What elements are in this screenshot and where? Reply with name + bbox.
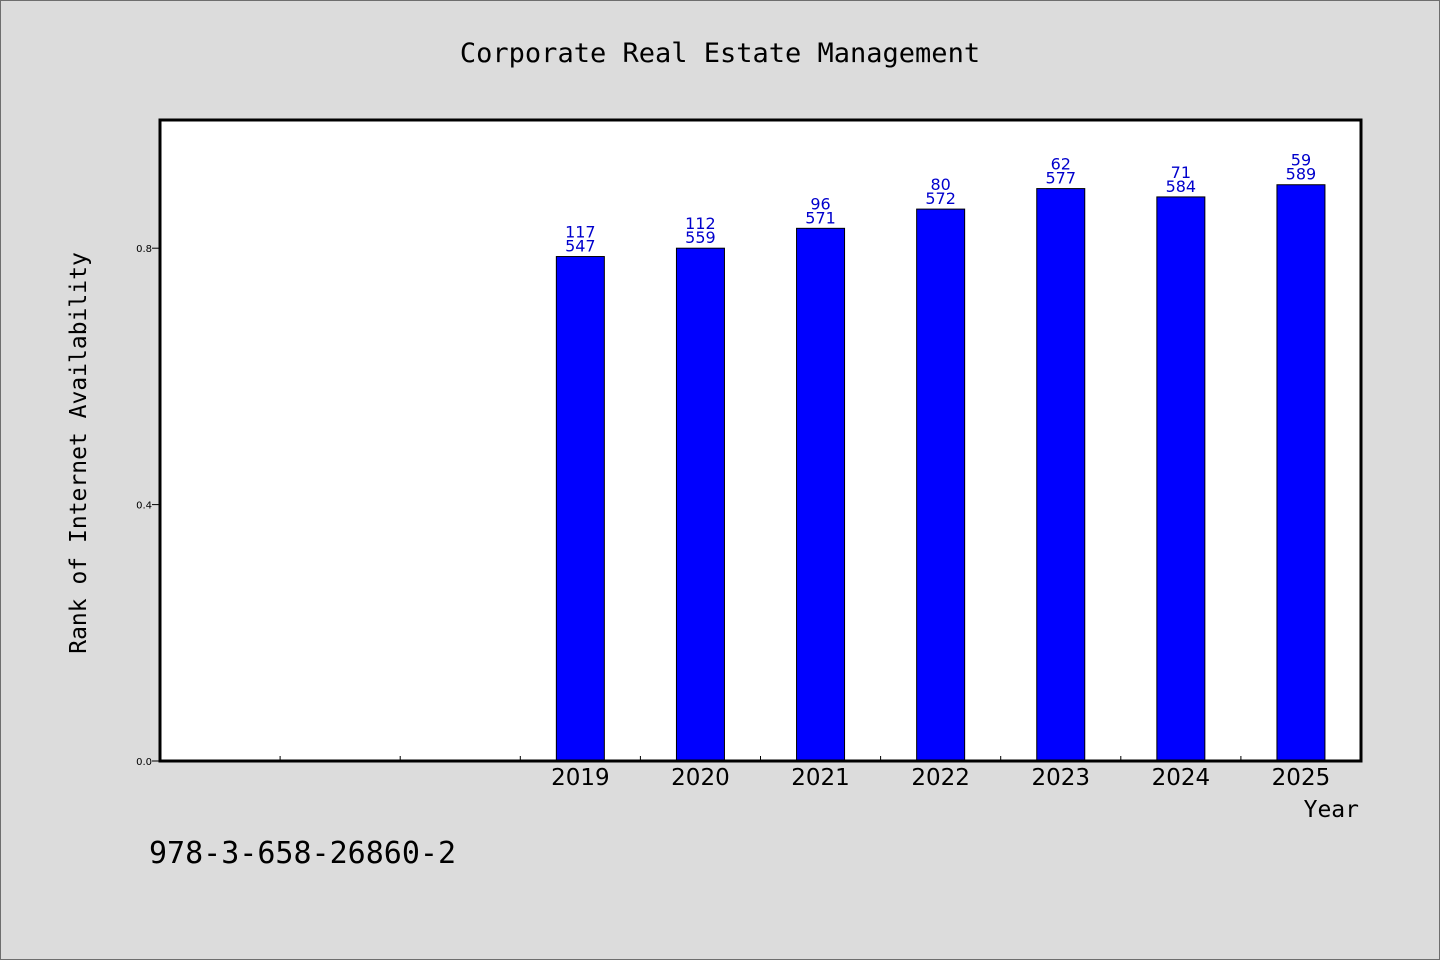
chart-title: Corporate Real Estate Management [460, 38, 980, 69]
x-axis-label: Year [1304, 797, 1359, 823]
bar-value-label: 547 [565, 237, 596, 256]
y-axis-label: Rank of Internet Availability [66, 252, 92, 654]
bar [1276, 184, 1326, 762]
bar [675, 247, 725, 762]
y-tick-label: 0.8 [136, 244, 152, 255]
bar-rank-label: 62 [1051, 155, 1071, 174]
bar-value-label: 577 [1045, 169, 1076, 188]
x-tick-label: 2023 [1031, 765, 1090, 791]
bar [1036, 188, 1086, 762]
bar-rank-label: 96 [810, 194, 830, 213]
bar-rank-label: 112 [685, 214, 716, 233]
bar [555, 256, 605, 762]
bar-value-label: 584 [1166, 177, 1197, 196]
y-tick-label: 0.4 [136, 501, 152, 512]
bar-value-label: 572 [925, 189, 956, 208]
x-tick-label: 2025 [1272, 765, 1331, 791]
x-tick-label: 2024 [1152, 765, 1211, 791]
x-tick-label: 2019 [551, 765, 610, 791]
bar [1156, 196, 1206, 762]
y-tick-label: 0.0 [136, 757, 152, 768]
bar [916, 208, 966, 762]
x-tick-label: 2021 [791, 765, 850, 791]
x-tick-label: 2020 [671, 765, 730, 791]
x-tick-label: 2022 [911, 765, 970, 791]
bar-rank-label: 59 [1291, 151, 1311, 170]
bar-value-label: 559 [685, 228, 716, 247]
bar-rank-label: 117 [565, 223, 596, 242]
bar-rank-label: 71 [1171, 163, 1191, 182]
bar-rank-label: 80 [930, 175, 950, 194]
bar [796, 227, 846, 762]
footnote: 978-3-658-26860-2 [149, 836, 456, 871]
bar-value-label: 589 [1286, 165, 1317, 184]
plot-frame [158, 118, 1363, 763]
bar-value-label: 571 [805, 208, 836, 227]
